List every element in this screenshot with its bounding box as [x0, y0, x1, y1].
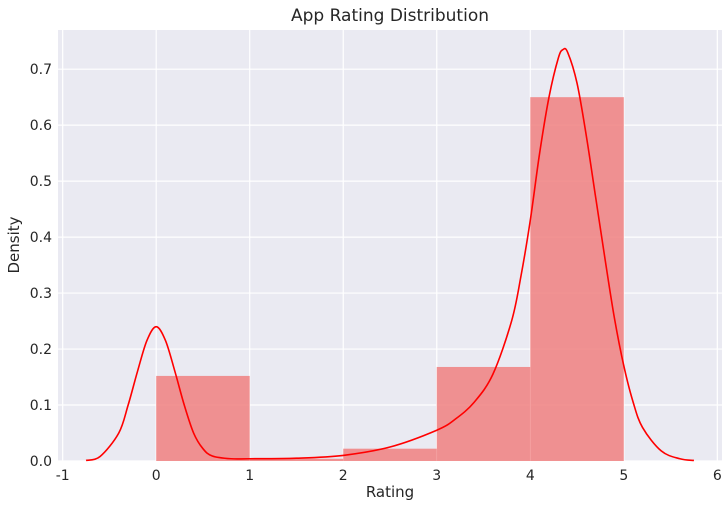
- x-axis-label: Rating: [366, 483, 414, 501]
- y-tick-label-4: 0.4: [30, 230, 52, 246]
- histogram-bar-0: [156, 375, 250, 461]
- x-tick-label-5: 4: [526, 468, 535, 484]
- y-tick-label-1: 0.1: [30, 398, 52, 414]
- chart-title: App Rating Distribution: [291, 6, 489, 26]
- y-tick-labels: 0.0 0.1 0.2 0.3 0.4 0.5 0.6 0.7: [30, 62, 52, 470]
- x-tick-label-2: 1: [245, 468, 254, 484]
- x-tick-label-7: 6: [713, 468, 722, 484]
- x-tick-label-6: 5: [619, 468, 628, 484]
- y-tick-label-2: 0.2: [30, 342, 52, 358]
- kde-curve: [85, 47, 695, 462]
- x-tick-label-4: 3: [432, 468, 441, 484]
- histogram-bar-1: [249, 458, 344, 461]
- x-tick-labels: -1 0 1 2 3 4 5 6: [56, 468, 722, 484]
- y-tick-label-6: 0.6: [30, 118, 52, 134]
- y-tick-label-0: 0.0: [30, 454, 52, 470]
- y-axis-label: Density: [5, 216, 23, 273]
- x-tick-label-0: -1: [56, 468, 70, 484]
- histogram-bar-2: [343, 448, 437, 461]
- y-tick-label-7: 0.7: [30, 62, 52, 78]
- histogram-bar-4: [530, 97, 624, 462]
- x-tick-label-1: 0: [152, 468, 161, 484]
- y-tick-label-3: 0.3: [30, 286, 52, 302]
- x-tick-label-3: 2: [339, 468, 348, 484]
- y-tick-label-5: 0.5: [30, 174, 52, 190]
- histogram-bar-3: [436, 366, 531, 461]
